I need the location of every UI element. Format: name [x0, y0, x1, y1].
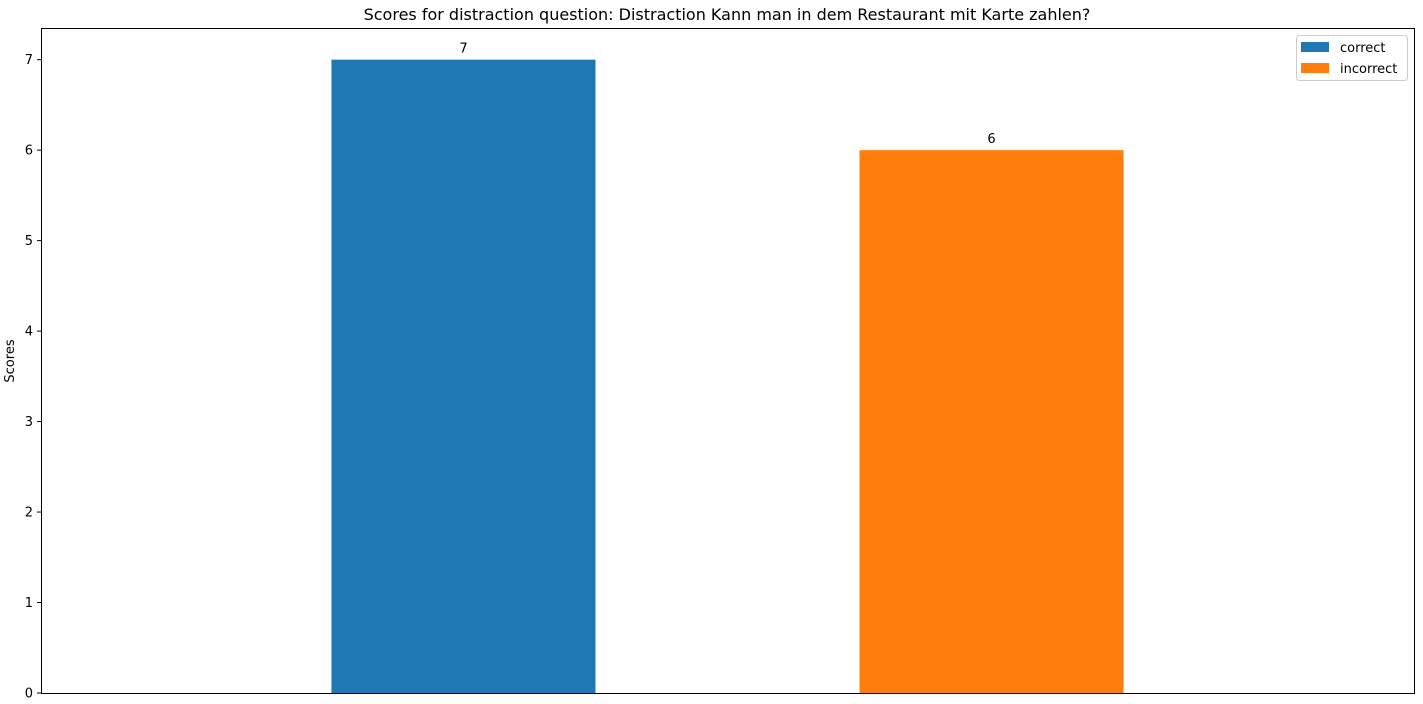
- y-axis-ticks: 0 1 2 3 4 5 6 7: [25, 53, 41, 702]
- bar-value-labels: 76: [459, 42, 995, 147]
- legend-swatch-correct: [1301, 42, 1329, 52]
- legend-label-correct: correct: [1340, 41, 1386, 56]
- chart-title: Scores for distraction question: Distrac…: [364, 5, 1091, 24]
- bar-correct: [331, 59, 596, 693]
- y-tick-label: 0: [25, 687, 33, 702]
- y-tick-label: 4: [25, 325, 33, 340]
- y-tick-label: 6: [25, 144, 33, 159]
- bar-value-label-correct: 7: [459, 42, 467, 57]
- legend: correct incorrect: [1296, 35, 1408, 81]
- legend-swatch-incorrect: [1301, 63, 1329, 73]
- plot-area-frame: [41, 28, 1415, 694]
- bar-incorrect: [859, 150, 1124, 694]
- legend-label-incorrect: incorrect: [1340, 62, 1397, 77]
- y-tick-label: 1: [25, 596, 33, 611]
- bars: [331, 59, 1124, 694]
- y-axis-label: Scores: [3, 339, 18, 382]
- y-tick-label: 2: [25, 506, 33, 521]
- y-tick-label: 7: [25, 53, 33, 68]
- y-tick-label: 3: [25, 415, 33, 430]
- bar-value-label-incorrect: 6: [987, 132, 995, 147]
- y-tick-label: 5: [25, 234, 33, 249]
